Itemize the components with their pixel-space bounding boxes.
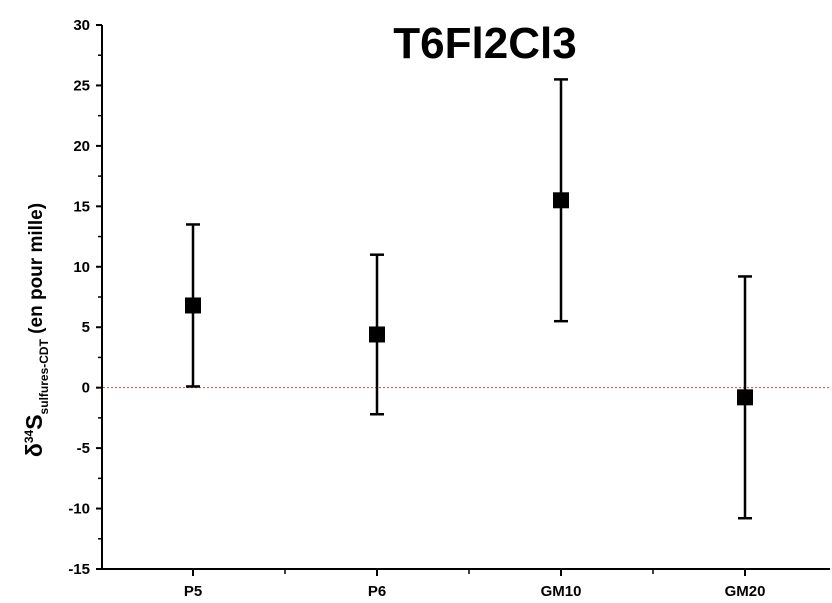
x-tick-label: P5 (184, 583, 202, 600)
y-axis-label: δ34Ssulfures-CDT (en pour mille) (21, 203, 51, 457)
y-axis-label-subscript: sulfures-CDT (37, 338, 51, 414)
x-tick-label: GM10 (541, 583, 582, 600)
data-point-square (369, 326, 385, 343)
y-tick-label: 20 (73, 138, 90, 155)
y-tick-label: -5 (77, 440, 90, 457)
y-tick-label: 5 (82, 319, 90, 336)
chart-title: T6Fl2Cl3 (393, 19, 576, 68)
y-axis-label-suffix: (en pour mille) (26, 203, 47, 339)
y-tick-label: -15 (68, 561, 90, 578)
x-ticks: P5 P6 GM10 GM20 (184, 569, 766, 600)
y-axis-label-superscript: 34 (22, 429, 36, 443)
x-tick-label: GM20 (725, 583, 766, 600)
data-point-square (553, 192, 569, 209)
y-tick-label: 10 (73, 259, 90, 276)
y-tick-label: 30 (73, 17, 90, 34)
axes (101, 25, 830, 570)
x-tick-label: P6 (368, 583, 386, 600)
data-marks (185, 78, 753, 520)
y-ticks: -15 -10 -5 0 5 10 15 20 25 30 (68, 17, 102, 578)
data-point-square (737, 389, 753, 406)
y-tick-label: 25 (73, 77, 90, 94)
y-axis-label-symbol: S (21, 414, 47, 429)
y-tick-label: -10 (68, 501, 90, 518)
y-tick-label: 15 (73, 198, 90, 215)
data-point-square (185, 297, 201, 314)
y-axis-label-delta: δ (21, 443, 47, 457)
y-tick-label: 0 (82, 380, 90, 397)
